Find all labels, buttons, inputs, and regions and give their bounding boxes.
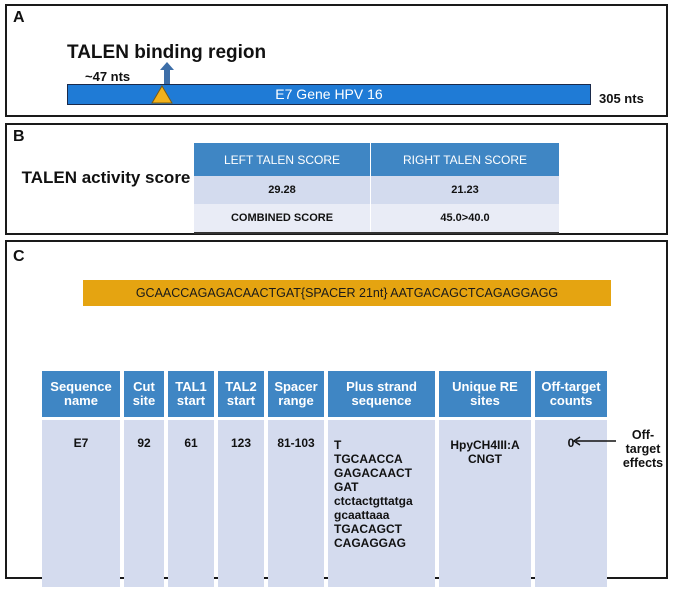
binding-site-marker [151, 85, 173, 104]
off-target-effects-label: Off-target effects [622, 428, 664, 470]
right-score-value: 21.23 [370, 176, 559, 204]
length-label: 305 nts [599, 91, 644, 106]
panel-letter-b: B [13, 128, 25, 145]
header-cut-site: Cut site [124, 371, 164, 417]
header-right-score: RIGHT TALEN SCORE [370, 143, 559, 176]
cell-spacer-range: 81-103 [268, 420, 324, 587]
sequence-banner: GCAACCAGAGACAACTGAT{SPACER 21nt} AATGACA… [83, 280, 611, 306]
gene-bar: E7 Gene HPV 16 [67, 84, 591, 105]
cell-tal1-start: 61 [168, 420, 214, 587]
cell-tal2-start: 123 [218, 420, 264, 587]
cell-cut-site: 92 [124, 420, 164, 587]
header-tal2-start: TAL2 start [218, 371, 264, 417]
header-sequence-name: Sequence name [42, 371, 120, 417]
score-table: LEFT TALEN SCORE RIGHT TALEN SCORE 29.28… [194, 143, 559, 234]
header-spacer-range: Spacer range [268, 371, 324, 417]
activity-score-label: TALEN activity score [21, 168, 191, 187]
left-score-value: 29.28 [194, 176, 371, 204]
talen-info-table: Sequence name Cut site TAL1 start TAL2 s… [38, 368, 611, 590]
arrow-up-icon [160, 62, 174, 84]
header-unique-re-sites: Unique RE sites [439, 371, 531, 417]
binding-region-title: TALEN binding region [67, 42, 267, 63]
combined-score-label: COMBINED SCORE [194, 204, 371, 233]
header-tal1-start: TAL1 start [168, 371, 214, 417]
header-plus-strand-sequence: Plus strand sequence [328, 371, 435, 417]
cell-unique-re-sites: HpyCH4III:A CNGT [439, 420, 531, 587]
arrow-left-icon [572, 436, 616, 446]
panel-a: A TALEN binding region ~47 nts E7 Gene H… [5, 4, 668, 117]
panel-c: C GCAACCAGAGACAACTGAT{SPACER 21nt} AATGA… [5, 240, 668, 587]
header-off-target-counts: Off-target counts [535, 371, 607, 417]
header-left-score: LEFT TALEN SCORE [194, 143, 371, 176]
panel-b: B TALEN activity score LEFT TALEN SCORE … [5, 123, 668, 235]
cell-sequence-name: E7 [42, 420, 120, 587]
panel-letter-c: C [13, 248, 25, 265]
combined-score-value: 45.0>40.0 [370, 204, 559, 233]
cell-off-target-counts: 0 [535, 420, 607, 587]
cell-plus-strand-sequence: T TGCAACCA GAGACAACT GAT ctctactgttatga … [328, 420, 435, 587]
panel-letter-a: A [13, 9, 25, 26]
nts-label: ~47 nts [85, 69, 131, 84]
